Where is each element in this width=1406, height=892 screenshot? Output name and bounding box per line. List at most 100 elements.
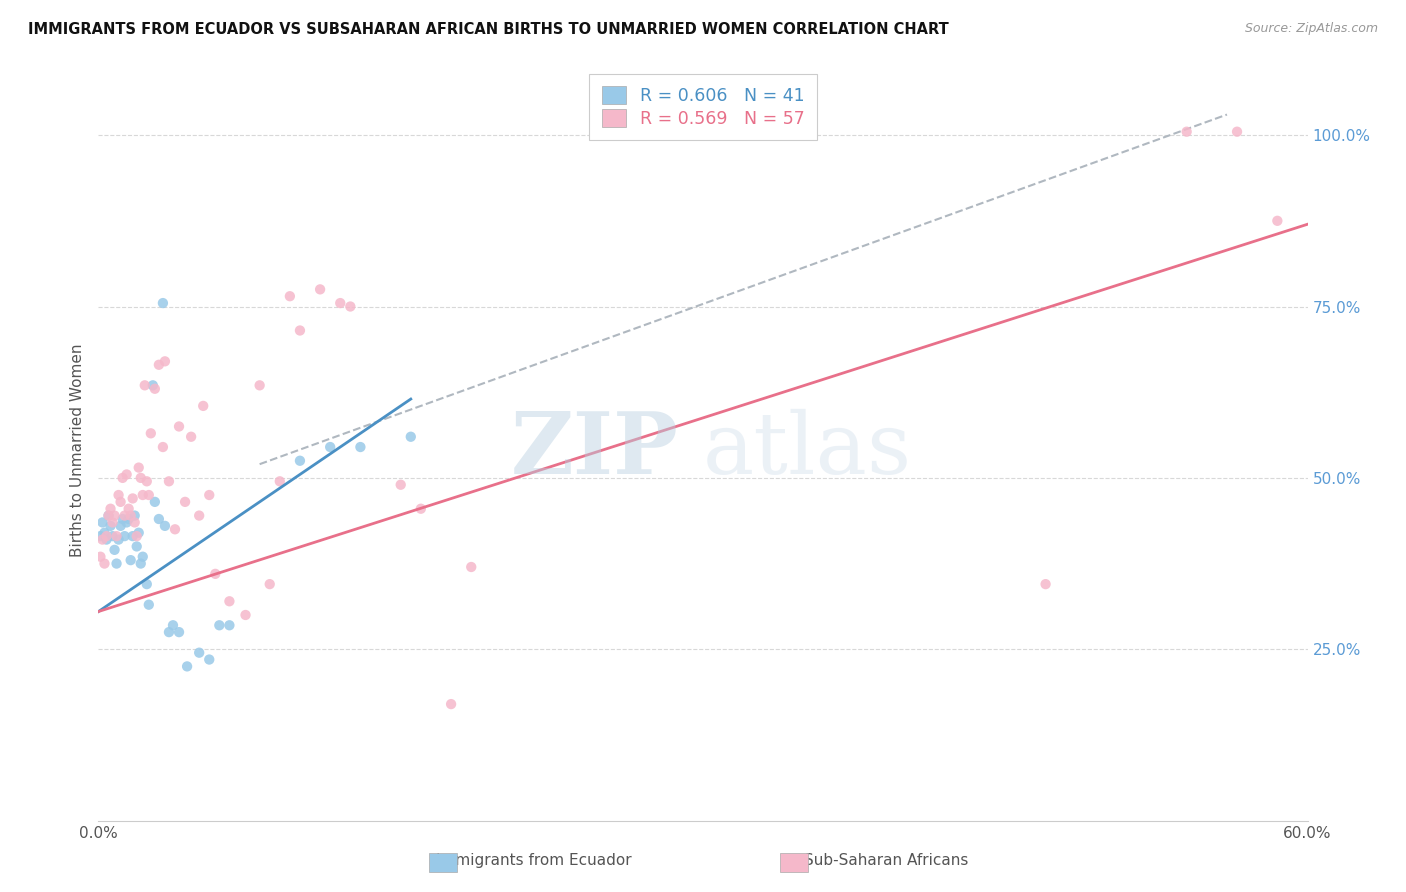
Point	[309, 282, 332, 296]
Point	[120, 553, 142, 567]
Point	[103, 542, 125, 557]
Point	[1175, 125, 1198, 139]
Point	[118, 512, 141, 526]
Point	[96, 529, 118, 543]
Point	[193, 399, 215, 413]
Point	[89, 549, 111, 564]
Point	[278, 289, 301, 303]
Point	[339, 300, 361, 314]
Point	[204, 566, 226, 581]
Point	[100, 501, 122, 516]
Point	[139, 426, 162, 441]
Point	[97, 508, 120, 523]
Point	[198, 488, 221, 502]
Point	[157, 475, 180, 489]
Point	[135, 577, 157, 591]
Point	[148, 358, 170, 372]
Point	[115, 467, 138, 482]
Point	[91, 533, 114, 547]
Point	[110, 495, 132, 509]
Point	[129, 557, 152, 571]
Point	[460, 560, 482, 574]
Point	[188, 508, 211, 523]
Point	[409, 501, 432, 516]
Point	[118, 501, 141, 516]
Point	[111, 512, 134, 526]
Point	[105, 557, 128, 571]
Point	[399, 430, 422, 444]
Point	[152, 440, 174, 454]
Point	[198, 652, 221, 666]
Point	[93, 557, 115, 571]
Point	[167, 625, 190, 640]
Point	[121, 529, 143, 543]
Point	[288, 324, 311, 338]
Point	[101, 516, 124, 530]
Point	[440, 697, 463, 711]
Point	[180, 430, 202, 444]
Point	[107, 533, 129, 547]
Point	[1035, 577, 1057, 591]
Point	[218, 618, 240, 632]
Point	[167, 419, 190, 434]
Legend: R = 0.606   N = 41, R = 0.569   N = 57: R = 0.606 N = 41, R = 0.569 N = 57	[589, 74, 817, 140]
Text: Source: ZipAtlas.com: Source: ZipAtlas.com	[1244, 22, 1378, 36]
Point	[121, 491, 143, 506]
Point	[96, 533, 118, 547]
Point	[157, 625, 180, 640]
Point	[91, 516, 114, 530]
Point	[138, 598, 160, 612]
Point	[135, 475, 157, 489]
Point	[143, 495, 166, 509]
Point	[143, 382, 166, 396]
Point	[288, 454, 311, 468]
Point	[259, 577, 281, 591]
Point	[124, 508, 146, 523]
Point	[269, 475, 291, 489]
Point	[110, 519, 132, 533]
Point	[93, 525, 115, 540]
Point	[103, 508, 125, 523]
Y-axis label: Births to Unmarried Women: Births to Unmarried Women	[69, 343, 84, 558]
Point	[389, 477, 412, 491]
Point	[100, 519, 122, 533]
Point	[319, 440, 342, 454]
Point	[97, 508, 120, 523]
Point	[115, 516, 138, 530]
Text: Immigrants from Ecuador: Immigrants from Ecuador	[436, 854, 633, 868]
Text: IMMIGRANTS FROM ECUADOR VS SUBSAHARAN AFRICAN BIRTHS TO UNMARRIED WOMEN CORRELAT: IMMIGRANTS FROM ECUADOR VS SUBSAHARAN AF…	[28, 22, 949, 37]
Point	[188, 646, 211, 660]
Point	[129, 471, 152, 485]
Point	[128, 460, 150, 475]
Point	[148, 512, 170, 526]
Point	[163, 522, 186, 536]
Point	[125, 540, 148, 554]
Point	[111, 471, 134, 485]
Point	[101, 529, 124, 543]
Point	[124, 516, 146, 530]
Point	[153, 354, 176, 368]
Point	[134, 378, 156, 392]
Text: ZIP: ZIP	[510, 409, 679, 492]
Point	[1267, 214, 1289, 228]
Point	[128, 525, 150, 540]
Point	[142, 378, 165, 392]
Point	[176, 659, 198, 673]
Point	[249, 378, 271, 392]
Point	[132, 488, 155, 502]
Point	[235, 607, 257, 622]
Point	[218, 594, 240, 608]
Point	[174, 495, 197, 509]
Point	[125, 529, 148, 543]
Text: Sub-Saharan Africans: Sub-Saharan Africans	[804, 854, 967, 868]
Point	[153, 519, 176, 533]
Text: atlas: atlas	[703, 409, 912, 492]
Point	[105, 529, 128, 543]
Point	[349, 440, 371, 454]
Point	[208, 618, 231, 632]
Point	[132, 549, 155, 564]
Point	[107, 488, 129, 502]
Point	[138, 488, 160, 502]
Point	[89, 529, 111, 543]
Point	[120, 508, 142, 523]
